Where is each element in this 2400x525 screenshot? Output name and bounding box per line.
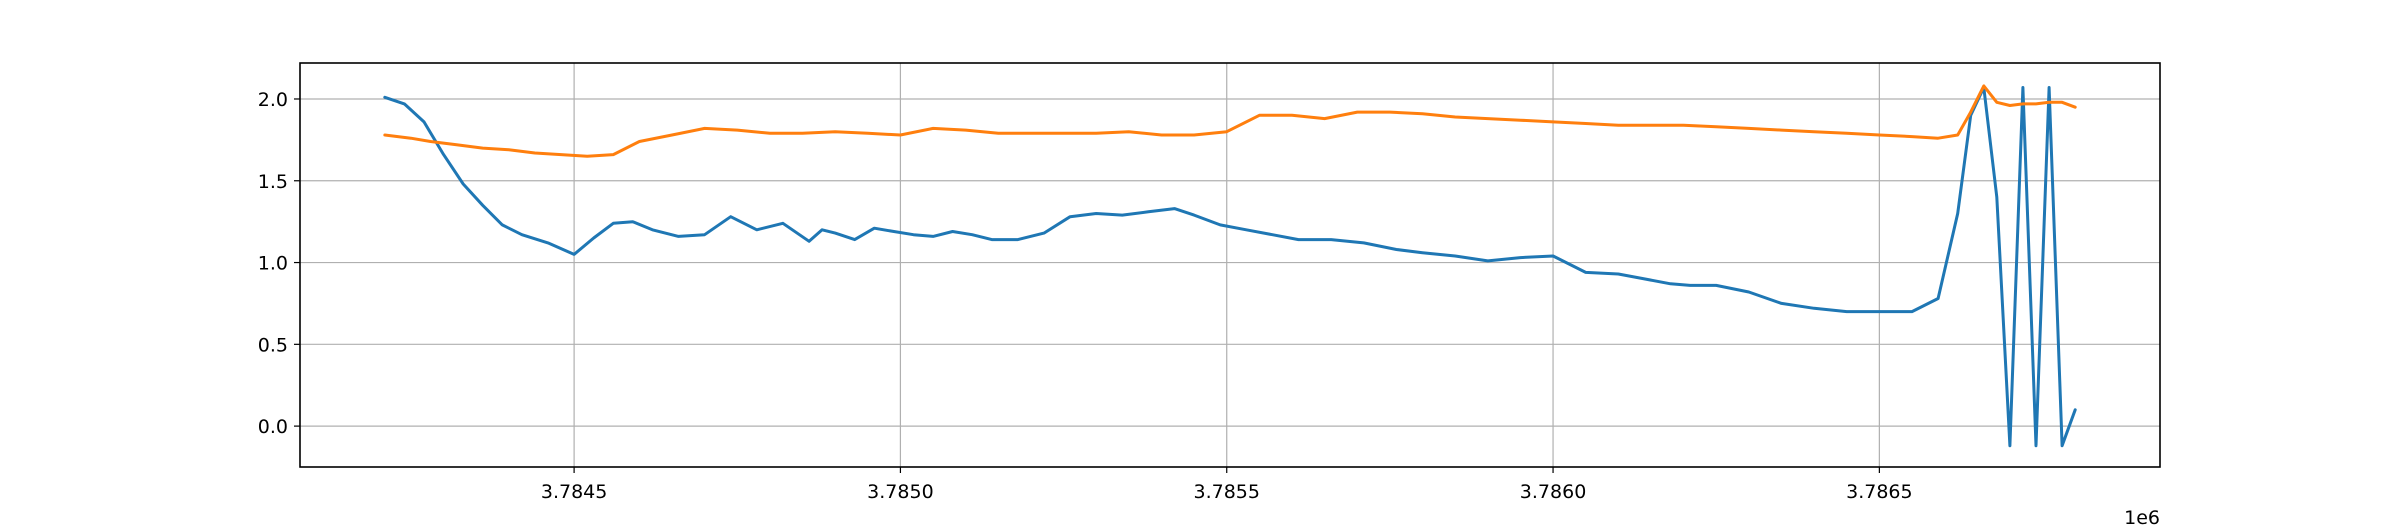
x-axis: 3.7845 3.7850 3.7855 3.7860 3.7865 xyxy=(541,467,1913,503)
y-tick-label: 0.0 xyxy=(258,416,288,438)
plot-frame xyxy=(299,62,2161,468)
y-tick-label: 2.0 xyxy=(258,89,288,111)
series-line-2 xyxy=(383,84,2077,158)
y-tick-label: 0.5 xyxy=(258,334,288,356)
x-axis-offset-label: 1e6 xyxy=(2124,507,2160,525)
y-axis: 0.0 0.5 1.0 1.5 2.0 xyxy=(258,89,300,438)
y-tick-label: 1.0 xyxy=(258,253,288,275)
x-tick-label: 3.7845 xyxy=(541,481,607,503)
x-tick-label: 3.7850 xyxy=(867,481,933,503)
x-tick-label: 3.7860 xyxy=(1520,481,1586,503)
x-tick-label: 3.7865 xyxy=(1846,481,1912,503)
y-tick-label: 1.5 xyxy=(258,171,288,193)
series-line-1 xyxy=(383,86,2077,448)
x-tick-label: 3.7855 xyxy=(1193,481,1259,503)
series-layer xyxy=(383,84,2077,448)
